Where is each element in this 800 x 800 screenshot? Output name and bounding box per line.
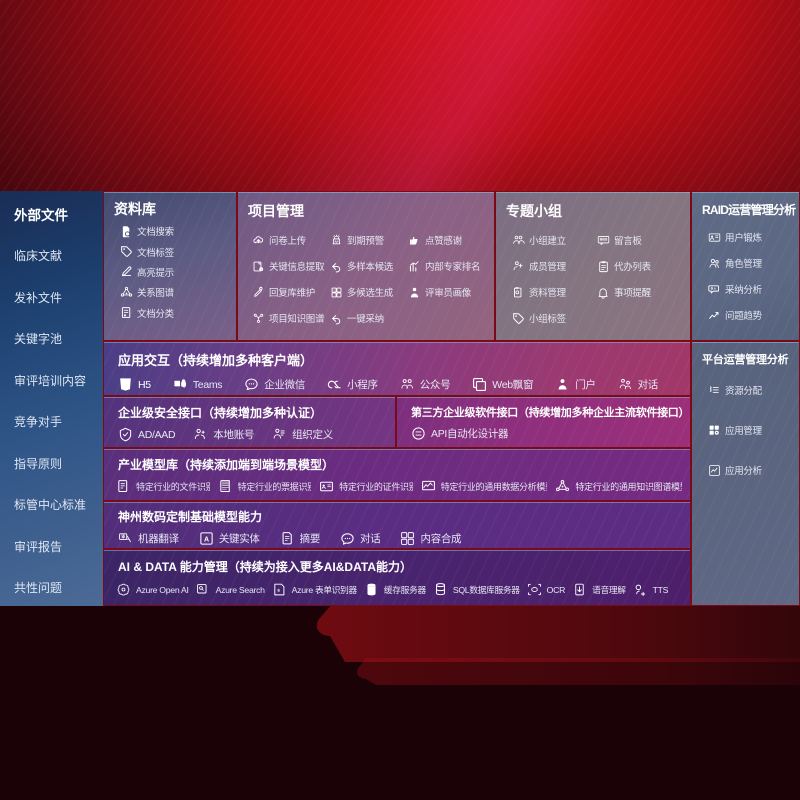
svg-text:A: A [204,536,209,543]
svg-text:译: 译 [121,534,125,539]
svg-text:E: E [277,588,280,593]
svg-text:A: A [714,286,717,290]
svg-text:BBS: BBS [600,237,608,241]
